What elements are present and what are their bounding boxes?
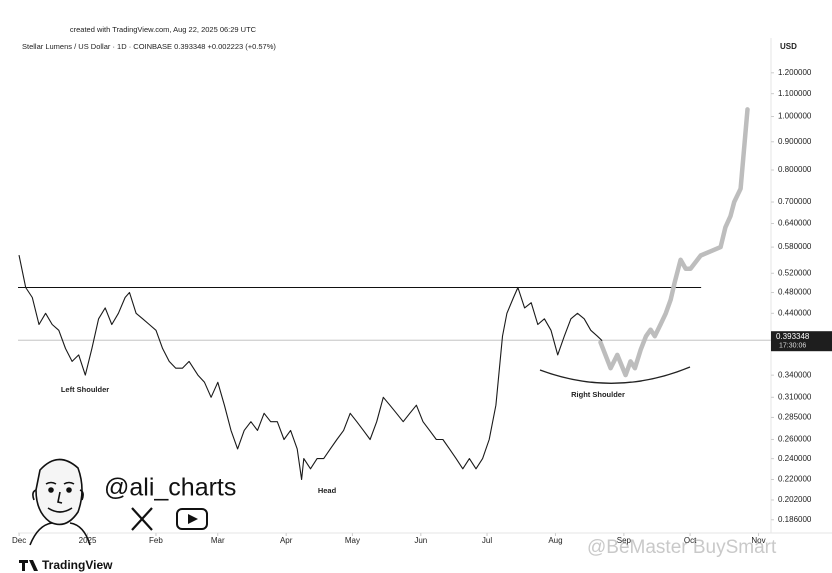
x-tick-label: Jun	[414, 536, 427, 545]
price-label-box	[771, 331, 832, 352]
y-tick-label: 0.440000	[778, 308, 812, 317]
chart-title: Stellar Lumens / US Dollar · 1D · COINBA…	[22, 42, 276, 51]
x-tick-label: Feb	[149, 536, 163, 545]
y-tick-label: 0.800000	[778, 165, 812, 174]
y-tick-label: 1.200000	[778, 68, 812, 77]
y-tick-label: 0.240000	[778, 454, 812, 463]
projection-line	[598, 107, 750, 378]
play-icon	[176, 508, 208, 530]
y-tick-label: 0.285000	[778, 413, 812, 422]
y-tick-label: 0.310000	[778, 392, 812, 401]
x-tick-label: Dec	[12, 536, 26, 545]
price-line-series	[18, 254, 603, 481]
annotation: Right Shoulder	[571, 390, 625, 399]
x-tick-label: Aug	[548, 536, 562, 545]
avatar	[29, 458, 91, 546]
price-label: 0.393348	[776, 332, 810, 341]
x-logo	[131, 507, 153, 531]
y-tick-label: 0.640000	[778, 219, 812, 228]
header: created with TradingView.com, Aug 22, 20…	[70, 25, 257, 34]
watermark: @BeMaster BuySmart	[587, 537, 777, 558]
y-tick-label: 0.220000	[778, 475, 812, 484]
x-tick-label: Apr	[280, 536, 293, 545]
tv-logo	[19, 560, 38, 571]
annotation: Head	[318, 486, 337, 495]
brand: TradingView	[42, 558, 113, 572]
x-tick-label: Jul	[482, 536, 492, 545]
x-tick-label: Oct	[684, 536, 697, 545]
y-tick-label: 0.900000	[778, 137, 812, 146]
y-tick-label: 0.202000	[778, 495, 812, 504]
x-tick-label: 2025	[79, 536, 97, 545]
axis-unit: USD	[780, 42, 797, 51]
annotation: Left Shoulder	[61, 385, 109, 394]
y-tick-label: 0.260000	[778, 435, 812, 444]
handle: @ali_charts	[104, 474, 236, 502]
y-tick-label: 1.000000	[778, 112, 812, 121]
y-tick-label: 0.520000	[778, 268, 812, 277]
x-tick-label: Nov	[751, 536, 765, 545]
y-tick-label: 1.100000	[778, 89, 812, 98]
y-tick-label: 0.186000	[778, 515, 812, 524]
shoulder-arc	[539, 366, 691, 384]
x-tick-label: Sep	[617, 536, 632, 545]
y-tick-label: 0.480000	[778, 288, 812, 297]
x-tick-label: May	[345, 536, 360, 545]
y-tick-label: 0.580000	[778, 242, 812, 251]
y-tick-label: 0.340000	[778, 370, 812, 379]
countdown: 17:30:06	[779, 343, 806, 350]
x-tick-label: Mar	[211, 536, 225, 545]
y-tick-label: 0.700000	[778, 197, 812, 206]
